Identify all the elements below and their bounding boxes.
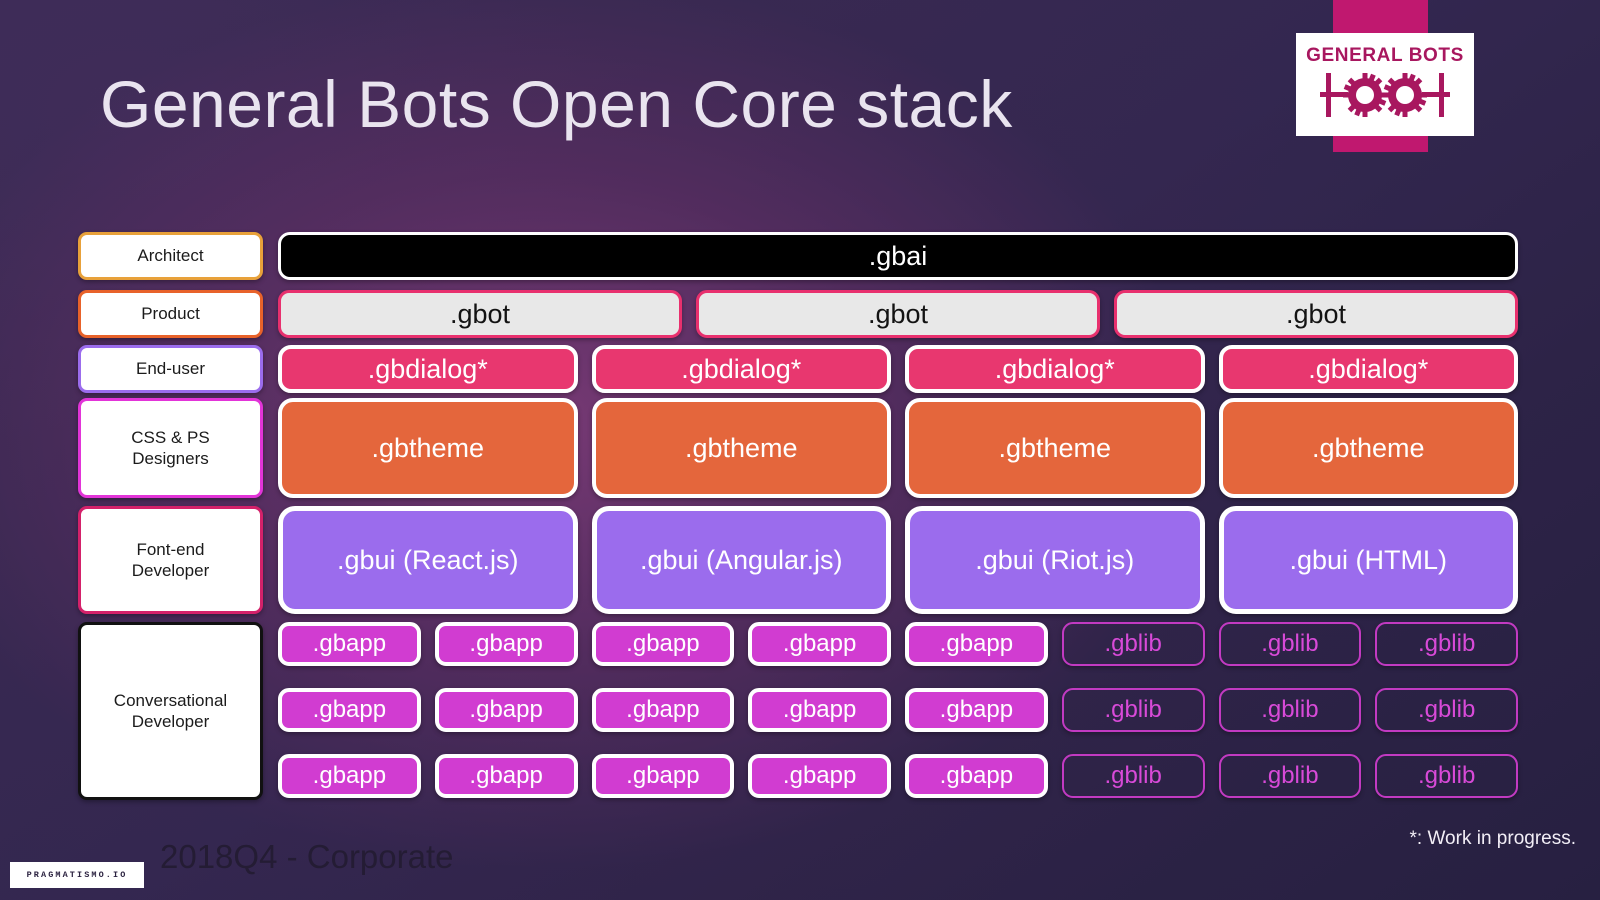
- node-gbdialog[interactable]: .gbdialog*: [1218, 345, 1518, 393]
- node-gbot[interactable]: .gbot: [696, 290, 1100, 338]
- node-gbtheme[interactable]: .gbtheme: [905, 398, 1205, 498]
- node-gbapp[interactable]: .gbapp: [278, 754, 421, 798]
- node-gbdialog[interactable]: .gbdialog*: [905, 345, 1205, 393]
- node-gblib[interactable]: .gblib: [1218, 688, 1362, 732]
- footer-caption: 2018Q4 - Corporate: [160, 838, 454, 875]
- pragmatismo-logo: PRAGMATISMO.IO: [10, 862, 144, 888]
- role-label-end-user: End-user: [78, 345, 263, 393]
- pragmatismo-wordmark: PRAGMATISMO.IO: [26, 870, 128, 880]
- node-gbui[interactable]: .gbui (HTML): [1218, 506, 1518, 614]
- node-gbui[interactable]: .gbui (Riot.js): [905, 506, 1205, 614]
- node-gbdialog[interactable]: .gbdialog*: [278, 345, 578, 393]
- node-gbtheme[interactable]: .gbtheme: [1218, 398, 1518, 498]
- node-gbot[interactable]: .gbot: [1114, 290, 1518, 338]
- role-label-line: Conversational: [113, 690, 228, 710]
- role-label-line: Architect: [137, 246, 204, 266]
- node-gblib[interactable]: .gblib: [1375, 622, 1518, 666]
- node-gbtheme[interactable]: .gbtheme: [591, 398, 891, 498]
- node-gbdialog[interactable]: .gbdialog*: [591, 345, 891, 393]
- node-gbapp[interactable]: .gbapp: [591, 754, 735, 798]
- node-gblib[interactable]: .gblib: [1061, 754, 1205, 798]
- node-gblib[interactable]: .gblib: [1061, 688, 1205, 732]
- node-gbot[interactable]: .gbot: [278, 290, 682, 338]
- node-gbapp[interactable]: .gbapp: [748, 754, 891, 798]
- node-gbapp[interactable]: .gbapp: [434, 688, 578, 732]
- node-gbapp[interactable]: .gbapp: [591, 622, 735, 666]
- role-label-line: Developer: [131, 561, 210, 580]
- role-label-conversational-developer: Conversational Developer: [78, 622, 263, 800]
- role-label-product: Product: [78, 290, 263, 338]
- node-gbapp[interactable]: .gbapp: [905, 754, 1048, 798]
- node-gbapp[interactable]: .gbapp: [591, 688, 735, 732]
- role-label-line: Designers: [132, 449, 209, 468]
- two-gears-icon: [1320, 71, 1450, 124]
- node-gbapp[interactable]: .gbapp: [278, 622, 421, 666]
- node-gblib[interactable]: .gblib: [1218, 622, 1362, 666]
- general-bots-wordmark: GENERAL BOTS: [1306, 44, 1464, 66]
- role-label-architect: Architect: [78, 232, 263, 280]
- role-label-css-ps-designers: CSS & PS Designers: [78, 398, 263, 498]
- node-gblib[interactable]: .gblib: [1375, 754, 1518, 798]
- node-gbtheme[interactable]: .gbtheme: [278, 398, 578, 498]
- node-gbapp[interactable]: .gbapp: [748, 622, 891, 666]
- node-gblib[interactable]: .gblib: [1375, 688, 1518, 732]
- node-gbai[interactable]: .gbai: [278, 232, 1518, 280]
- node-gbui[interactable]: .gbui (React.js): [278, 506, 578, 614]
- role-label-line: Developer: [131, 712, 210, 731]
- node-gbapp[interactable]: .gbapp: [434, 754, 578, 798]
- node-gbapp[interactable]: .gbapp: [905, 622, 1048, 666]
- node-gbapp[interactable]: .gbapp: [748, 688, 891, 732]
- node-gbui[interactable]: .gbui (Angular.js): [591, 506, 891, 614]
- node-gbapp[interactable]: .gbapp: [905, 688, 1048, 732]
- node-gbapp[interactable]: .gbapp: [278, 688, 421, 732]
- node-gbapp[interactable]: .gbapp: [434, 622, 578, 666]
- role-label-line: Product: [141, 304, 200, 324]
- node-gblib[interactable]: .gblib: [1061, 622, 1205, 666]
- role-label-font-end-developer: Font-end Developer: [78, 506, 263, 614]
- node-gblib[interactable]: .gblib: [1218, 754, 1362, 798]
- general-bots-logo: GENERAL BOTS: [1296, 33, 1474, 136]
- role-label-line: CSS & PS: [131, 427, 210, 447]
- page-title: General Bots Open Core stack: [100, 67, 1013, 141]
- role-label-line: End-user: [136, 359, 205, 379]
- role-label-line: Font-end: [136, 539, 205, 559]
- footnote: *: Work in progress.: [1409, 828, 1576, 849]
